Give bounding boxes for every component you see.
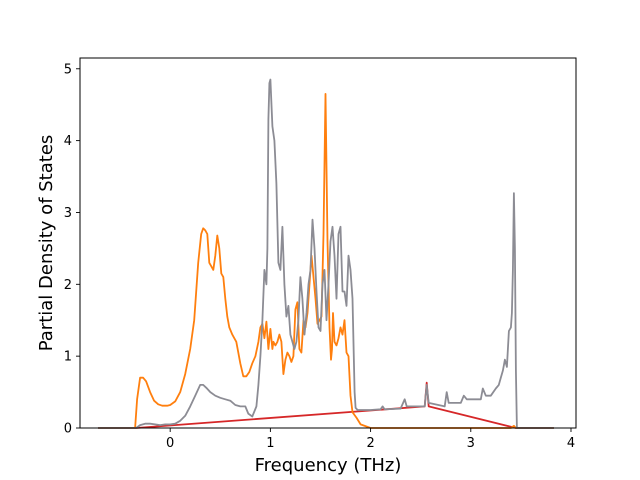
y-tick-label: 3 (64, 206, 72, 221)
x-axis-label: Frequency (THz) (255, 455, 402, 476)
y-tick-label: 0 (64, 422, 72, 437)
y-tick-label: 2 (64, 278, 72, 293)
x-axis-ticks: 0 1 2 3 4 (166, 428, 575, 451)
x-tick-label: 3 (467, 436, 475, 451)
series-line-2 (98, 78, 554, 429)
x-tick-label: 2 (366, 436, 374, 451)
y-axis-ticks: 0 1 2 3 4 5 (64, 62, 80, 437)
y-tick-label: 4 (64, 134, 72, 149)
x-tick-label: 4 (567, 436, 575, 451)
axes-frame (79, 57, 577, 429)
series-line-1 (98, 93, 554, 429)
y-axis-label: Partial Density of States (36, 135, 57, 352)
y-tick-label: 5 (64, 62, 72, 77)
x-tick-label: 0 (166, 436, 174, 451)
x-tick-label: 1 (266, 436, 274, 451)
y-tick-label: 1 (64, 350, 72, 365)
